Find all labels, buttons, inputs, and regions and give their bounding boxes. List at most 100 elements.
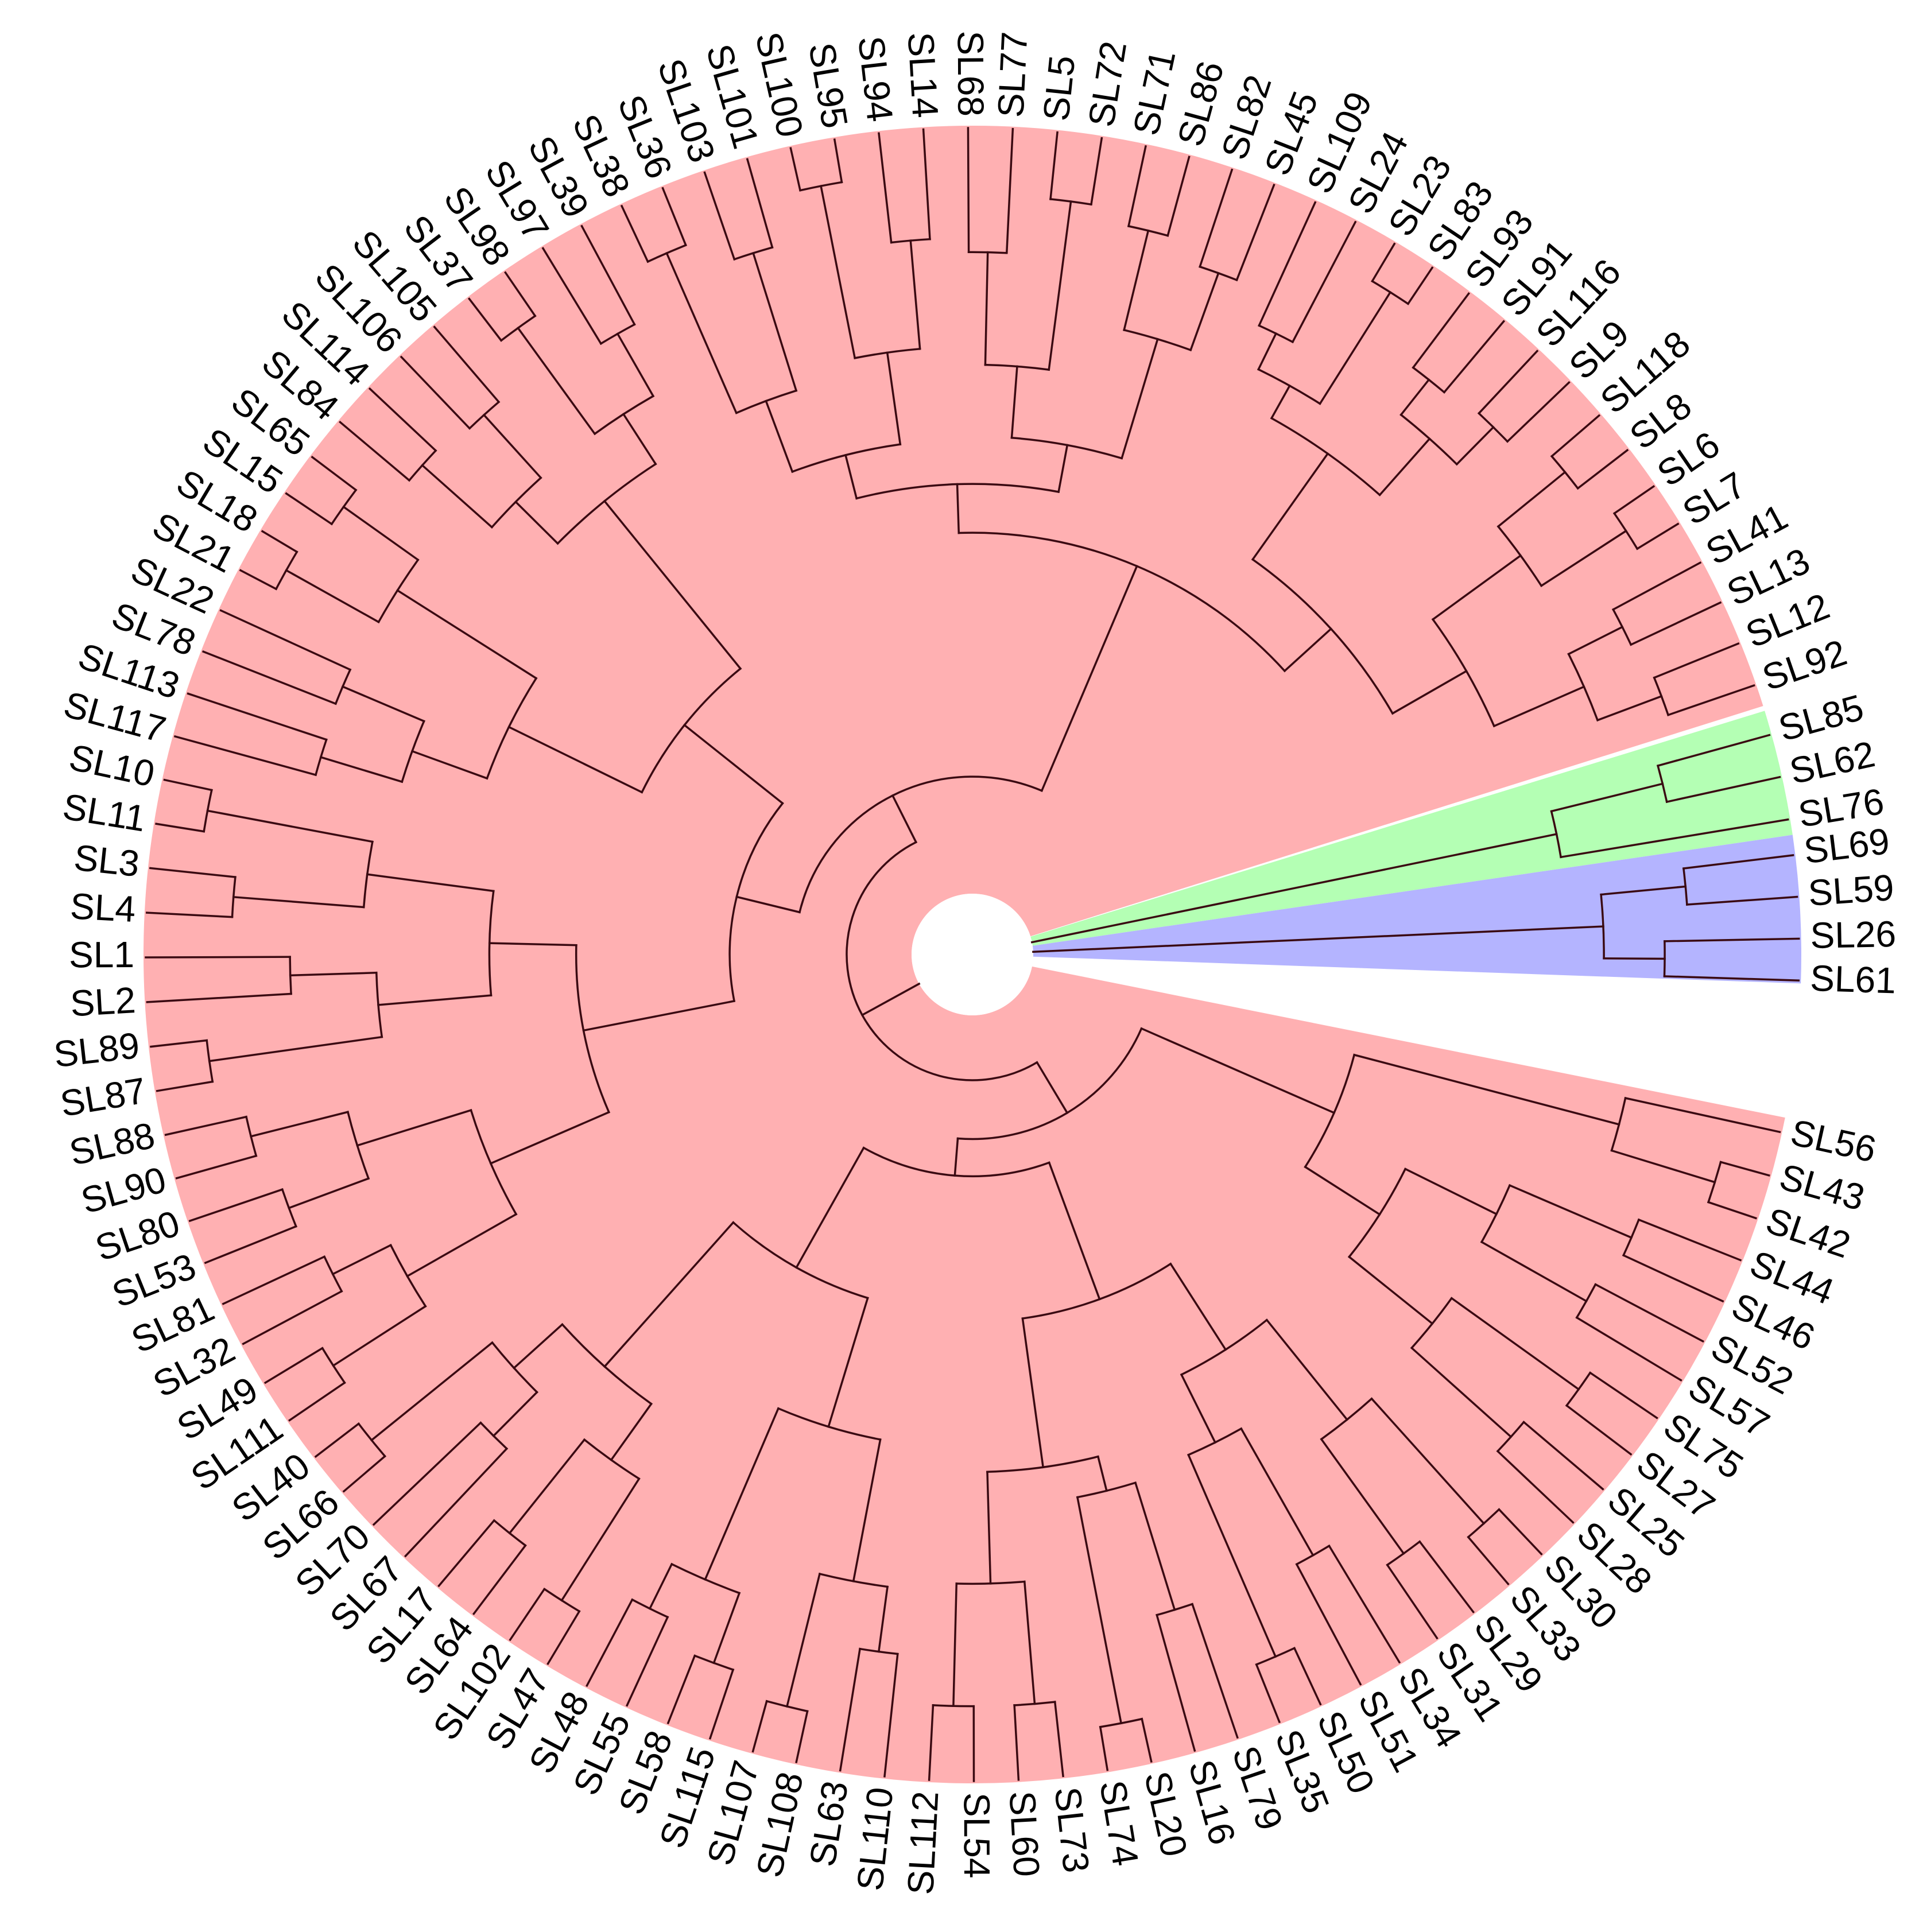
branch-segment — [400, 355, 471, 430]
branch-segment — [1140, 1027, 1336, 1115]
branch-segment — [289, 971, 378, 977]
branch-segment — [370, 1341, 494, 1442]
branch-segment — [1347, 1255, 1434, 1325]
branch-segment — [1353, 1053, 1620, 1126]
center-hole — [912, 894, 1033, 1015]
branch-segment — [1319, 290, 1392, 405]
branch-segment — [372, 1421, 482, 1526]
branch-segment — [877, 1585, 889, 1653]
branch-segment — [616, 332, 655, 398]
tip-label: SL89 — [52, 1025, 142, 1075]
branch-segment — [1666, 684, 1755, 716]
branch-segment — [1410, 1346, 1513, 1438]
branch-segment — [1386, 1564, 1439, 1640]
branch-segment — [1635, 522, 1680, 550]
branch-segment — [1719, 1161, 1770, 1177]
branch-segment — [222, 1255, 326, 1305]
root-branch — [1032, 925, 1604, 953]
branch-segment — [467, 297, 503, 342]
tip-label: SL60 — [1002, 1790, 1048, 1877]
branch-segment — [1663, 975, 1800, 982]
branch-segment — [883, 1652, 899, 1778]
branch-segment — [1180, 1373, 1217, 1444]
branch-segment — [156, 1080, 214, 1092]
branch-segment — [507, 726, 643, 794]
branch-segment — [1467, 1535, 1510, 1586]
tip-label: SL95 — [801, 40, 856, 131]
branch-segment — [332, 1305, 427, 1367]
branch-segment — [410, 750, 488, 780]
branch-segment — [482, 413, 542, 479]
branch-segment — [1575, 1316, 1682, 1382]
branch-segment — [1450, 1297, 1580, 1391]
branch-segment — [377, 994, 493, 1006]
branch-segment — [1508, 1184, 1633, 1239]
branch-segment — [582, 999, 736, 1032]
branch-segment — [1455, 425, 1495, 466]
branch-segment — [704, 1407, 780, 1581]
branch-segment — [909, 239, 921, 350]
branch-segment — [285, 492, 334, 526]
branch-segment — [1567, 625, 1624, 655]
branch-segment — [492, 1391, 538, 1438]
branch-segment — [580, 224, 636, 326]
branch-segment — [396, 589, 538, 680]
branch-segment — [839, 1647, 862, 1772]
branch-segment — [1406, 266, 1434, 305]
branch-segment — [508, 1438, 586, 1535]
branch-segment — [516, 326, 596, 436]
branch-segment — [1550, 414, 1601, 458]
branch-segment — [406, 1213, 518, 1278]
branch-segment — [433, 325, 501, 404]
branch-segment — [232, 895, 365, 909]
branch-segment — [288, 1381, 346, 1422]
branch-segment — [735, 895, 801, 914]
branch-segment — [852, 1438, 882, 1582]
branch-segment — [1576, 448, 1629, 490]
branch-segment — [1418, 1540, 1475, 1613]
branch-segment — [603, 499, 742, 670]
branch-segment — [1251, 452, 1329, 561]
branch-segment — [239, 569, 278, 591]
tip-label: SL77 — [990, 30, 1035, 118]
branch-segment — [1048, 1161, 1101, 1301]
branch-segment — [1320, 1437, 1405, 1555]
branch-segment — [541, 247, 603, 346]
branch-segment — [683, 723, 784, 805]
branch-segment — [1371, 242, 1396, 283]
branch-segment — [437, 1519, 496, 1588]
branch-segment — [661, 187, 687, 247]
root-branch — [860, 982, 921, 1017]
branch-segment — [922, 128, 931, 240]
branch-segment — [404, 1447, 509, 1558]
branch-segment — [514, 500, 560, 545]
branch-segment — [603, 1221, 735, 1368]
branch-segment — [1665, 775, 1781, 804]
branch-segment — [1477, 350, 1539, 415]
branch-segment — [1127, 145, 1147, 228]
branch-segment — [1664, 937, 1800, 942]
branch-segment — [188, 1188, 284, 1223]
branch-segment — [984, 251, 989, 366]
branch-lines — [145, 127, 1800, 1782]
branch-segment — [1622, 1254, 1724, 1303]
branch-segment — [1123, 229, 1150, 332]
branch-segment — [546, 1609, 581, 1666]
branch-segment — [1378, 437, 1431, 496]
branch-segment — [472, 1544, 527, 1615]
tip-label: SL2 — [69, 979, 137, 1024]
branch-segment — [1492, 685, 1585, 728]
branch-segment — [1023, 1580, 1036, 1705]
branch-segment — [1049, 131, 1059, 200]
branch-segment — [886, 351, 902, 446]
branch-segment — [155, 823, 206, 833]
branch-segment — [175, 1154, 258, 1180]
branch-segment — [149, 867, 237, 878]
branch-segment — [208, 1035, 383, 1062]
branch-segment — [204, 1225, 297, 1264]
branch-segment — [953, 1137, 959, 1177]
branch-segment — [1560, 818, 1789, 859]
branch-segment — [285, 569, 380, 624]
branch-segment — [1480, 1240, 1588, 1303]
branch-segment — [1431, 554, 1522, 621]
